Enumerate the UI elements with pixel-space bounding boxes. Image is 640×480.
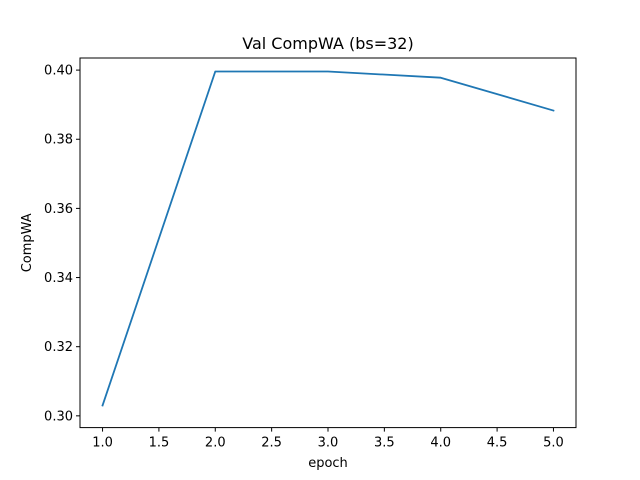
x-tick-label: 3.5 — [374, 436, 395, 451]
x-axis-label: epoch — [308, 456, 348, 471]
x-tick-label: 2.5 — [261, 436, 282, 451]
series-layer — [101, 70, 555, 407]
chart-title: Val CompWA (bs=32) — [242, 34, 413, 53]
plot-frame — [79, 57, 577, 429]
y-tick-label: 0.40 — [44, 64, 73, 79]
y-tick-label: 0.32 — [44, 340, 73, 355]
y-tick-label: 0.38 — [44, 133, 73, 148]
x-tick-label: 1.5 — [149, 436, 170, 451]
y-tick-label: 0.34 — [44, 271, 73, 286]
y-tick-label: 0.36 — [44, 202, 73, 217]
x-tick-label: 5.0 — [543, 436, 564, 451]
x-tick-label: 1.0 — [92, 436, 113, 451]
y-tick-label: 0.30 — [44, 409, 73, 424]
x-axis-ticks: 1.0 1.5 2.0 2.5 3.0 3.5 4.0 4.5 5.0 — [92, 427, 564, 451]
x-tick-label: 2.0 — [205, 436, 226, 451]
x-tick-label: 4.0 — [430, 436, 451, 451]
series-line — [101, 70, 555, 407]
x-tick-label: 3.0 — [318, 436, 339, 451]
y-axis-ticks: 0.30 0.32 0.34 0.36 0.38 0.40 — [44, 64, 80, 424]
y-axis-label: CompWA — [20, 213, 35, 272]
plot-background — [80, 58, 576, 428]
x-tick-label: 4.5 — [487, 436, 508, 451]
